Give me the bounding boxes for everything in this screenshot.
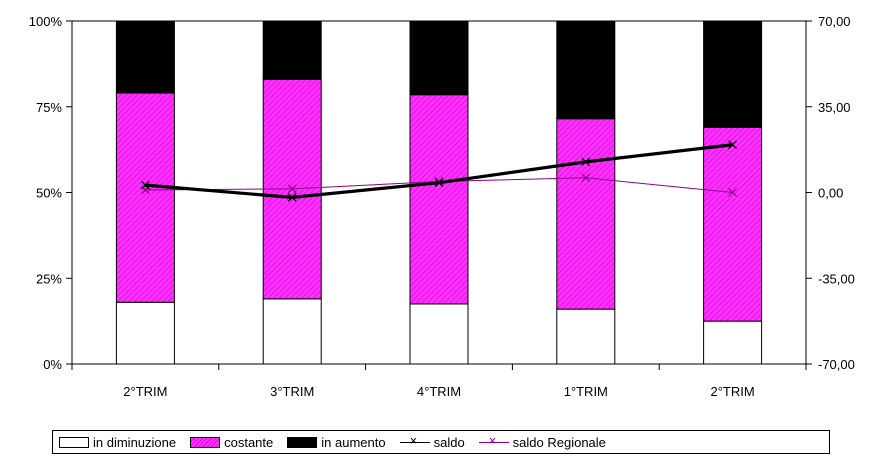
legend-item-costante: costante xyxy=(190,435,273,450)
x-tick-label: 2°TRIM xyxy=(123,384,167,399)
legend-label: saldo xyxy=(433,434,465,450)
legend-item-saldo-regionale: saldo Regionale xyxy=(478,433,606,450)
y-right-tick-label: -70,00 xyxy=(818,357,855,372)
x-tick-label: 1°TRIM xyxy=(564,384,608,399)
legend-item-diminuzione: in diminuzione xyxy=(59,435,176,450)
bar-in-aumento xyxy=(262,20,322,80)
legend-label: costante xyxy=(224,434,274,450)
legend-line-marker xyxy=(478,433,509,449)
legend-swatch-white xyxy=(59,436,89,448)
bar-in-aumento xyxy=(703,20,763,128)
legend-item-aumento: in aumento xyxy=(287,434,386,450)
bar-in-diminuzione xyxy=(409,303,469,365)
marker-saldo xyxy=(434,178,444,188)
y-right-tick-label: -35,00 xyxy=(818,271,855,286)
marker-saldo-regionale xyxy=(287,184,297,194)
legend-line-marker xyxy=(399,433,430,449)
legend: in diminuzione costante in aumento saldo… xyxy=(52,430,830,454)
marker-saldo-regionale xyxy=(581,173,591,183)
marker-saldo xyxy=(140,180,150,190)
marker-saldo xyxy=(581,157,591,167)
legend-item-saldo: saldo xyxy=(399,433,465,450)
bar-in-diminuzione xyxy=(262,298,322,365)
bar-in-diminuzione xyxy=(556,308,616,365)
marker-saldo-regionale xyxy=(728,188,738,197)
marker-saldo xyxy=(728,140,738,150)
bar-in-aumento xyxy=(409,20,469,96)
x-tick-label: 3°TRIM xyxy=(270,384,314,399)
y-right-tick-label: 70,00 xyxy=(818,14,851,29)
y-left-tick-label: 0% xyxy=(43,357,62,372)
bar-costante xyxy=(409,94,469,305)
bar-costante xyxy=(556,118,616,310)
y-left-tick-label: 50% xyxy=(36,186,62,201)
legend-label: in diminuzione xyxy=(93,434,177,450)
bar-in-aumento xyxy=(115,20,175,94)
legend-swatch-black xyxy=(287,436,318,448)
x-tick-label: 4°TRIM xyxy=(417,384,461,399)
y-left-tick-label: 75% xyxy=(36,100,62,115)
y-left-tick-label: 25% xyxy=(36,271,62,286)
x-tick-label: 2°TRIM xyxy=(710,384,754,399)
bar-costante xyxy=(115,92,175,303)
bar-in-diminuzione xyxy=(115,301,175,365)
marker-saldo xyxy=(287,192,297,202)
bar-costante xyxy=(703,126,763,322)
bar-in-diminuzione xyxy=(703,320,763,365)
y-right-tick-label: 0,00 xyxy=(818,186,843,201)
legend-label: saldo Regionale xyxy=(512,434,606,450)
bar-in-aumento xyxy=(556,20,616,120)
legend-swatch-pink xyxy=(190,436,221,448)
y-right-tick-label: 35,00 xyxy=(818,100,851,115)
legend-label: in aumento xyxy=(321,434,386,450)
y-left-tick-label: 100% xyxy=(29,14,63,29)
